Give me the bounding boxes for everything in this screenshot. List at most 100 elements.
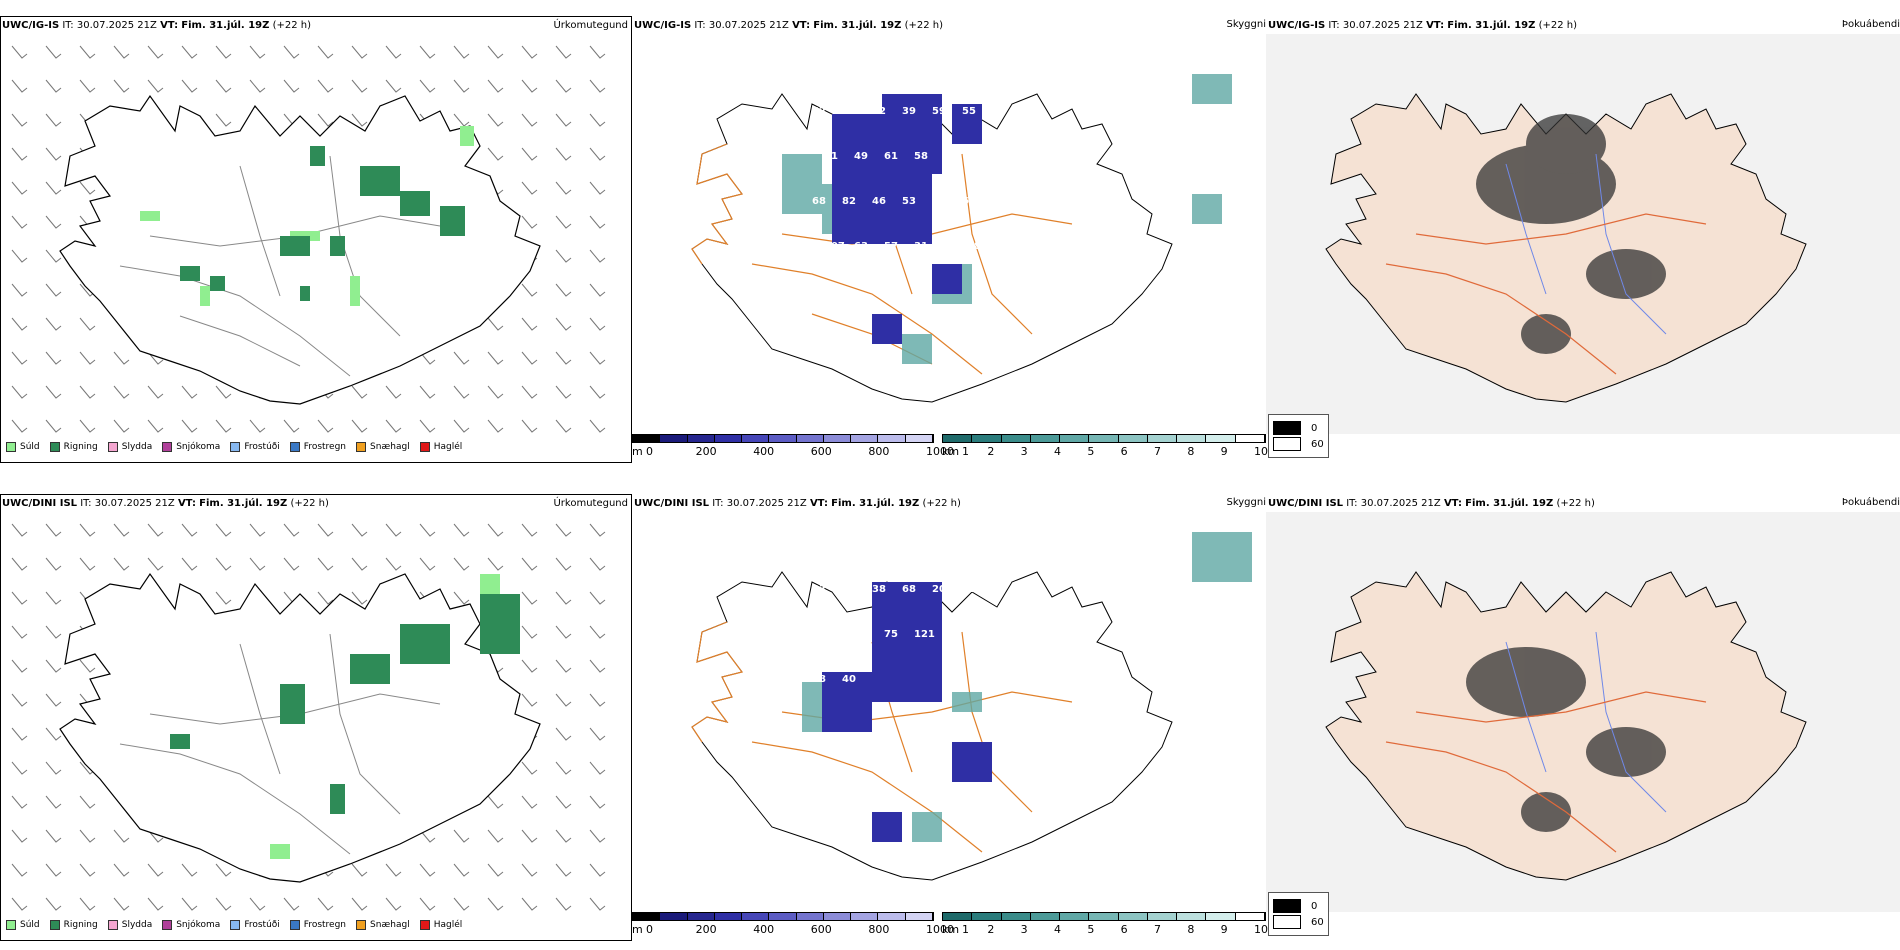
colorbar-tick: 9 [1220, 445, 1228, 458]
legend-swatch [289, 442, 300, 452]
colorbar-segment [905, 913, 933, 920]
lead-time: (+22 h) [1538, 20, 1577, 31]
wind-barb [419, 863, 436, 877]
wind-barb [521, 829, 538, 843]
cloud-base-label: 49 [854, 151, 868, 162]
wind-barb [521, 317, 538, 331]
wind-barb [521, 863, 538, 877]
panel-title: UWC/IG-IS IT: 30.07.2025 21Z VT: Fim. 31… [1268, 20, 1577, 31]
cloud-base-label: 82 [842, 196, 856, 207]
it-label: IT: [1328, 20, 1340, 31]
colorbar-segment [1177, 913, 1207, 920]
colorbar-tick: 5 [1087, 445, 1095, 458]
low-cloud-area [832, 94, 982, 344]
wind-barb [555, 659, 572, 673]
colorbar-tick: 1 [962, 923, 969, 936]
wind-barb [555, 147, 572, 161]
wind-barb [453, 897, 470, 911]
wind-barb [79, 863, 96, 877]
lead-time: (+22 h) [904, 20, 943, 31]
river-network [1505, 153, 1667, 335]
fog-legend: 0 60 [1268, 414, 1329, 458]
vt-value: Fim. 31.júl. 19Z [181, 20, 270, 31]
colorbar-segment [905, 435, 933, 442]
wind-barb [453, 863, 470, 877]
fog-legend-item: 60 [1273, 437, 1324, 451]
fog-panel-2: UWC/DINI ISL IT: 30.07.2025 21Z VT: Fim.… [1266, 494, 1900, 941]
legend-label: 0 [1311, 900, 1318, 912]
it-label: IT: [62, 20, 74, 31]
wind-barb [147, 79, 164, 93]
wind-barb [79, 557, 96, 571]
colorbar-tick: 400 [753, 923, 775, 936]
wind-barb [283, 45, 300, 59]
colorbar-segment [878, 435, 906, 442]
colorbar-segment [769, 435, 797, 442]
legend-swatch [289, 920, 300, 930]
legend-swatch [1273, 437, 1301, 451]
wind-barb [113, 897, 130, 911]
cloud-base-label: 69 [824, 629, 838, 640]
wind-barb [589, 863, 606, 877]
colorbar-tick: 10 [1254, 445, 1268, 458]
colorbar-segment [742, 913, 770, 920]
wind-barb [453, 557, 470, 571]
wind-barb [11, 351, 28, 365]
wind-barb [11, 113, 28, 127]
cloud-base-label: 46 [872, 196, 886, 207]
wind-barb [521, 79, 538, 93]
cloud-base-labels: 62 44 72 39 59 55 51 49 61 58 62 63 68 82 46 53 48 62 107 6… [812, 106, 988, 252]
colorbar-tick: 6 [1120, 923, 1128, 936]
colorbar-segment [1001, 435, 1031, 442]
legend-swatch [1273, 421, 1301, 435]
fog-legend-item: 0 [1273, 899, 1324, 913]
vt-value: Fim. 31.júl. 19Z [1447, 20, 1536, 31]
low-cloud-area [822, 582, 992, 842]
wind-barb [589, 249, 606, 263]
wind-barb [487, 557, 504, 571]
wind-barb [487, 45, 504, 59]
legend-label: Snæhagl [370, 920, 410, 930]
wind-barb [487, 897, 504, 911]
wind-barb [215, 419, 232, 433]
precip-legend-item: Frostregn [289, 442, 346, 452]
wind-barb [555, 79, 572, 93]
precip-rain [170, 594, 520, 814]
row-1: UWC/IG-IS IT: 30.07.2025 21Z VT: Fim. 31… [0, 0, 1900, 470]
visibility-ticks: 1 2 3 4 5 6 7 8 9 10 [962, 923, 1268, 937]
cloud-base-label: 38 [812, 674, 826, 685]
wind-barb [147, 419, 164, 433]
precip-legend-item: Haglél [419, 442, 462, 452]
wind-barb [113, 557, 130, 571]
wind-barb [181, 385, 198, 399]
wind-barb [181, 863, 198, 877]
wind-barb [419, 45, 436, 59]
colorbar-segment [660, 913, 688, 920]
wind-barb [79, 523, 96, 537]
wind-barb [521, 419, 538, 433]
precip-map [11, 45, 606, 433]
wind-barb [589, 727, 606, 741]
wind-barb [45, 419, 62, 433]
cloudbase-ticks: 0 200 400 600 800 1000 [646, 445, 954, 459]
colorbar-segment [1118, 435, 1148, 442]
legend-swatch [230, 920, 241, 930]
wind-barb [589, 147, 606, 161]
cloud-base-label: 63 [854, 241, 868, 252]
wind-barb [555, 795, 572, 809]
cloudbase-map: 83 69 38 68 202 81 69 49 75 121 43 49 38 40 [691, 532, 1252, 881]
wind-barb [521, 557, 538, 571]
wind-barb [215, 591, 232, 605]
vt-label: VT: [1426, 20, 1445, 31]
wind-barb [45, 385, 62, 399]
cloud-base-label: 81 [944, 241, 958, 252]
wind-barb [79, 79, 96, 93]
cloud-base-label: 69 [842, 584, 856, 595]
vt-label: VT: [1443, 498, 1462, 509]
wind-barb [11, 863, 28, 877]
colorbar-tick: 8 [1187, 445, 1195, 458]
legend-swatch [49, 442, 60, 452]
cloud-base-label: 31 [914, 241, 928, 252]
wind-barb [589, 625, 606, 639]
wind-barb [181, 523, 198, 537]
